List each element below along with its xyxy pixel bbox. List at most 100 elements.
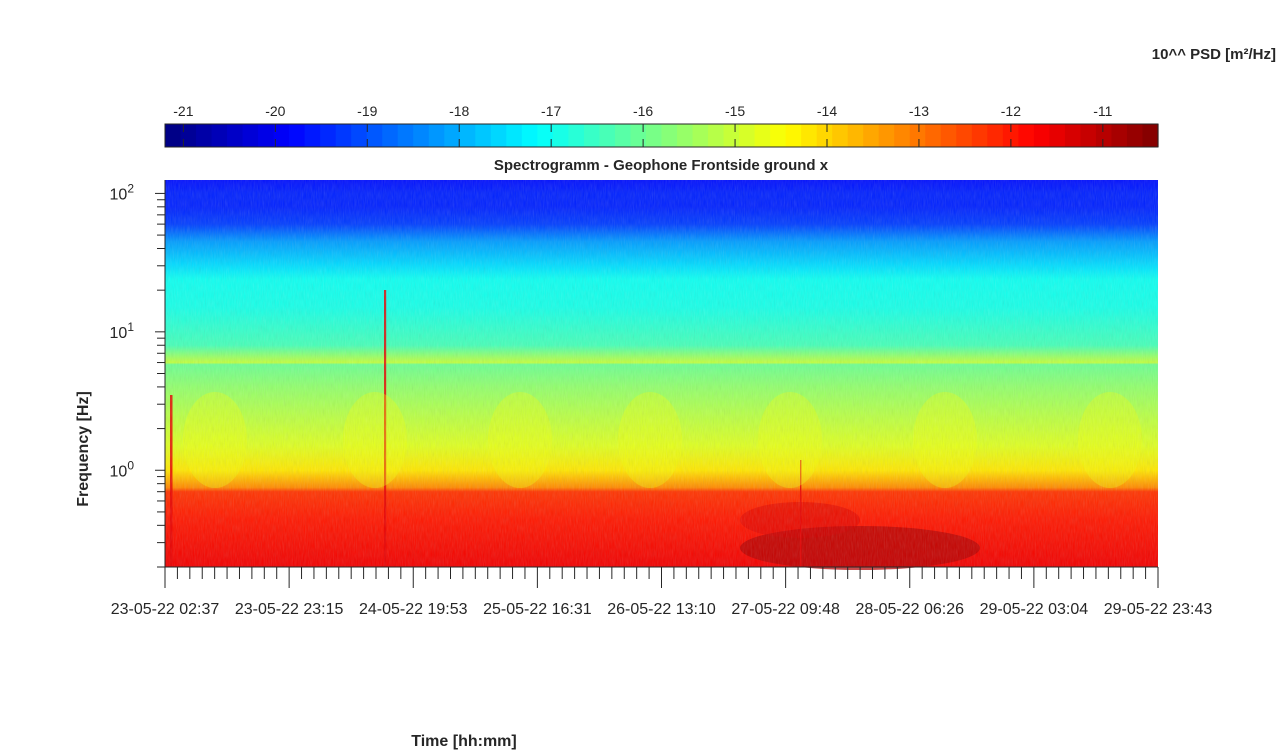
colorbar-cell (382, 124, 399, 147)
spectrogram-grain (165, 180, 1158, 567)
colorbar-cell (832, 124, 849, 147)
colorbar-cell (242, 124, 259, 147)
colorbar-cell (1095, 124, 1113, 147)
colorbar-label: 10^^ PSD [m²/Hz] (1152, 46, 1276, 63)
colorbar-cell (490, 124, 507, 147)
colorbar-tick-label: -14 (817, 103, 837, 119)
y-axis: 100 101 102 (110, 180, 166, 568)
colorbar-cell (521, 124, 538, 147)
colorbar-cell (816, 124, 833, 147)
colorbar-cell (258, 124, 275, 147)
colorbar-cell (211, 124, 228, 147)
colorbar-cell (506, 124, 523, 147)
colorbar-tick-label: -18 (449, 103, 469, 119)
y-tick-label: 101 (110, 320, 135, 342)
colorbar: 10^^ PSD [m²/Hz] -21 -20 -19 -18 -17 -16 -15 -1… (164, 46, 1276, 148)
colorbar-cell (165, 124, 182, 147)
colorbar-cell (273, 124, 290, 147)
colorbar-tick-label: -13 (909, 103, 929, 119)
colorbar-cell (754, 124, 771, 147)
colorbar-cell (475, 124, 492, 147)
colorbar-cell (552, 124, 570, 147)
colorbar-cell (444, 124, 461, 147)
x-tick-label: 23-05-22 23:15 (235, 601, 344, 618)
x-tick-label: 26-05-22 13:10 (607, 601, 716, 618)
colorbar-cell (692, 124, 709, 147)
colorbar-tick-label: -20 (265, 103, 285, 119)
colorbar-cell (227, 124, 244, 147)
y-ticks (155, 192, 165, 568)
y-axis-label: Frequency [Hz] (75, 391, 92, 507)
colorbar-tick-label: -15 (725, 103, 745, 119)
colorbar-cell (956, 124, 973, 147)
y-tick-label: 100 (110, 458, 135, 480)
colorbar-cell (847, 124, 864, 147)
colorbar-cell (1126, 124, 1144, 147)
colorbar-cell (320, 124, 337, 147)
colorbar-cell (413, 124, 430, 147)
colorbar-cell (304, 124, 321, 147)
colorbar-cell (180, 124, 197, 147)
colorbar-cell (801, 124, 818, 147)
colorbar-cell (1080, 124, 1097, 147)
x-tick-label: 23-05-22 02:37 (111, 601, 220, 618)
colorbar-cell (894, 124, 911, 147)
colorbar-cell (677, 124, 694, 147)
colorbar-cell (785, 124, 802, 147)
colorbar-cell (335, 124, 352, 147)
colorbar-cell (537, 124, 554, 147)
colorbar-cell (599, 124, 616, 147)
colorbar-cell (397, 124, 414, 147)
colorbar-cell (1033, 124, 1050, 147)
y-tick-label: 102 (110, 181, 135, 203)
x-tick-label: 28-05-22 06:26 (855, 601, 964, 618)
colorbar-cell (987, 124, 1004, 147)
colorbar-cell (661, 124, 678, 147)
colorbar-cell (614, 124, 632, 147)
colorbar-cell (739, 124, 756, 147)
colorbar-cell (1142, 124, 1159, 147)
x-axis-label: Time [hh:mm] (411, 733, 516, 750)
colorbar-cell (196, 124, 213, 147)
colorbar-cell (1111, 124, 1128, 147)
colorbar-cells (165, 124, 1159, 147)
colorbar-cell (568, 124, 585, 147)
colorbar-cell (723, 124, 740, 147)
colorbar-cell (630, 124, 647, 147)
colorbar-ticks: -21 -20 -19 -18 -17 -16 -15 -14 -13 -12 -11 (173, 103, 1113, 147)
x-tick-labels: 23-05-22 02:37 23-05-22 23:15 24-05-22 19:… (111, 601, 1213, 618)
colorbar-cell (909, 124, 926, 147)
colorbar-tick-label: -12 (1001, 103, 1021, 119)
colorbar-frame (164, 123, 1159, 148)
x-tick-label: 29-05-22 03:04 (980, 601, 1089, 618)
x-tick-label: 25-05-22 16:31 (483, 601, 592, 618)
colorbar-cell (708, 124, 725, 147)
colorbar-cell (863, 124, 880, 147)
colorbar-cell (940, 124, 957, 147)
colorbar-cell (1064, 124, 1082, 147)
colorbar-cell (1049, 124, 1066, 147)
colorbar-cell (971, 124, 988, 147)
colorbar-tick-label: -16 (633, 103, 653, 119)
colorbar-tick-label: -19 (357, 103, 377, 119)
colorbar-tick-label: -21 (173, 103, 193, 119)
y-tick-labels: 100 101 102 (110, 181, 135, 480)
plot-area (165, 180, 1158, 570)
colorbar-tick-label: -17 (541, 103, 561, 119)
colorbar-cell (289, 124, 306, 147)
colorbar-cell (770, 124, 787, 147)
x-axis: 23-05-22 02:37 23-05-22 23:15 24-05-22 19:… (111, 566, 1213, 618)
colorbar-cell (459, 124, 476, 147)
colorbar-cell (925, 124, 942, 147)
colorbar-cell (1002, 124, 1019, 147)
colorbar-cell (645, 124, 663, 147)
x-tick-label: 24-05-22 19:53 (359, 601, 468, 618)
colorbar-cell (366, 124, 383, 147)
x-ticks (164, 567, 1159, 588)
colorbar-cell (428, 124, 445, 147)
colorbar-cell (351, 124, 368, 147)
x-tick-label: 27-05-22 09:48 (731, 601, 840, 618)
colorbar-cell (878, 124, 895, 147)
colorbar-cell (1018, 124, 1035, 147)
x-tick-label: 29-05-22 23:43 (1104, 601, 1213, 618)
